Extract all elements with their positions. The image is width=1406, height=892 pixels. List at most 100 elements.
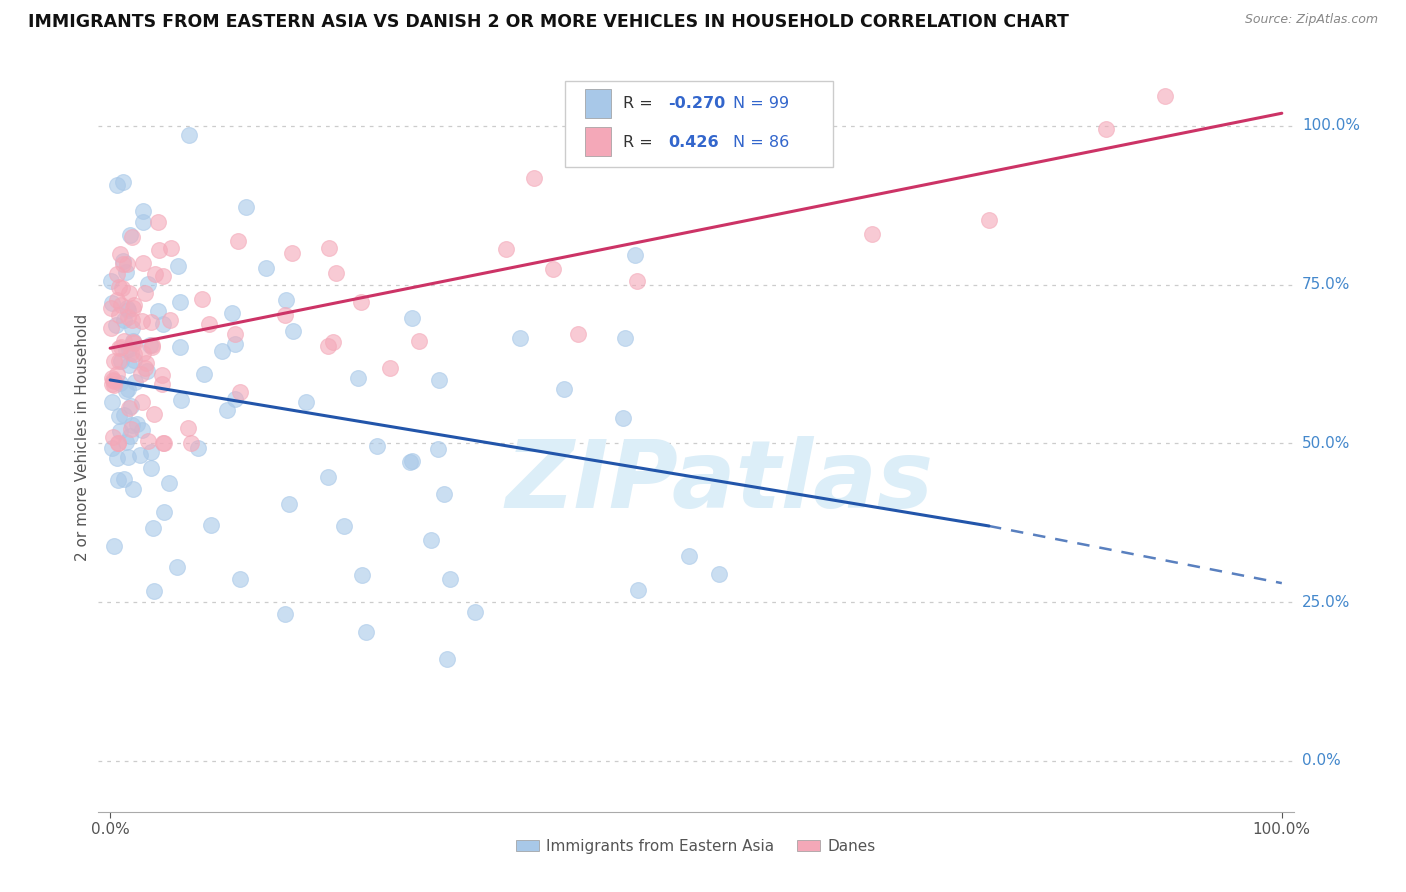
Text: ZIPatlas: ZIPatlas <box>506 436 934 528</box>
Point <box>159 313 181 327</box>
Point <box>111 175 134 189</box>
Point <box>110 354 132 368</box>
Point <box>114 435 136 450</box>
Point <box>101 296 124 310</box>
Point <box>626 275 648 289</box>
Point <box>111 257 134 271</box>
Text: 50.0%: 50.0% <box>1302 436 1350 451</box>
Point <box>115 343 138 358</box>
Point <box>108 424 131 438</box>
Point <box>439 572 461 586</box>
Point <box>427 373 450 387</box>
Point <box>316 470 339 484</box>
Point <box>150 368 173 382</box>
Point <box>112 472 135 486</box>
Point <box>105 293 128 307</box>
Point <box>108 280 131 294</box>
Point <box>166 559 188 574</box>
Point <box>122 301 145 315</box>
Point <box>105 367 128 381</box>
Text: N = 99: N = 99 <box>733 95 789 111</box>
Point <box>143 407 166 421</box>
Point <box>277 497 299 511</box>
Point <box>1153 89 1175 103</box>
Point <box>136 364 159 378</box>
Point <box>115 301 138 315</box>
Point <box>134 360 156 375</box>
Point <box>553 382 575 396</box>
Point <box>157 476 180 491</box>
Point <box>624 247 647 261</box>
Point <box>224 392 246 406</box>
Point <box>131 423 153 437</box>
Point <box>523 170 546 185</box>
Point <box>427 442 450 457</box>
Point <box>977 213 1000 227</box>
Point <box>274 293 297 307</box>
Point <box>169 295 191 310</box>
Point <box>108 246 131 260</box>
Point <box>420 533 443 547</box>
Text: R =: R = <box>623 95 658 111</box>
Text: 100.0%: 100.0% <box>1302 119 1360 134</box>
Point <box>141 338 163 352</box>
Point <box>105 178 128 192</box>
Point <box>132 203 155 218</box>
Point <box>117 382 139 396</box>
Point <box>627 582 650 597</box>
Legend: Immigrants from Eastern Asia, Danes: Immigrants from Eastern Asia, Danes <box>509 833 883 860</box>
Point <box>117 310 139 324</box>
Point <box>224 327 246 342</box>
Point <box>129 367 152 381</box>
Point <box>613 331 636 345</box>
Point <box>122 335 145 350</box>
Point <box>495 242 517 256</box>
Point <box>121 417 143 432</box>
Point <box>221 306 243 320</box>
Point <box>121 422 143 436</box>
Point <box>108 308 131 322</box>
Point <box>108 409 131 423</box>
Point <box>103 374 125 388</box>
Point <box>543 261 565 276</box>
Text: 75.0%: 75.0% <box>1302 277 1350 293</box>
Point <box>211 344 233 359</box>
Point <box>118 428 141 442</box>
Bar <box>585 89 612 118</box>
Point <box>318 339 340 353</box>
Point <box>136 277 159 291</box>
Point <box>333 519 356 533</box>
Point <box>464 605 486 619</box>
Point <box>187 442 209 456</box>
Point <box>118 342 141 356</box>
Point <box>217 402 239 417</box>
Point <box>118 285 141 300</box>
Point <box>567 326 589 341</box>
Point <box>120 345 142 359</box>
Point <box>139 444 162 458</box>
Point <box>141 315 163 329</box>
Point <box>117 303 139 318</box>
Point <box>150 376 173 391</box>
Point <box>134 285 156 300</box>
Point <box>110 340 132 354</box>
Point <box>152 317 174 331</box>
Point <box>153 505 176 519</box>
Point <box>117 358 139 372</box>
Point <box>108 341 131 355</box>
Point <box>101 395 124 409</box>
Point <box>136 434 159 449</box>
Point <box>121 321 143 335</box>
Point <box>678 549 700 563</box>
Point <box>200 517 222 532</box>
Point <box>107 436 129 450</box>
Point <box>167 260 190 274</box>
Point <box>148 243 170 257</box>
Point <box>104 318 127 332</box>
Point <box>101 430 124 444</box>
Point <box>103 354 125 368</box>
Point <box>274 607 297 621</box>
Point <box>142 521 165 535</box>
Point <box>707 566 730 581</box>
Point <box>177 128 200 142</box>
